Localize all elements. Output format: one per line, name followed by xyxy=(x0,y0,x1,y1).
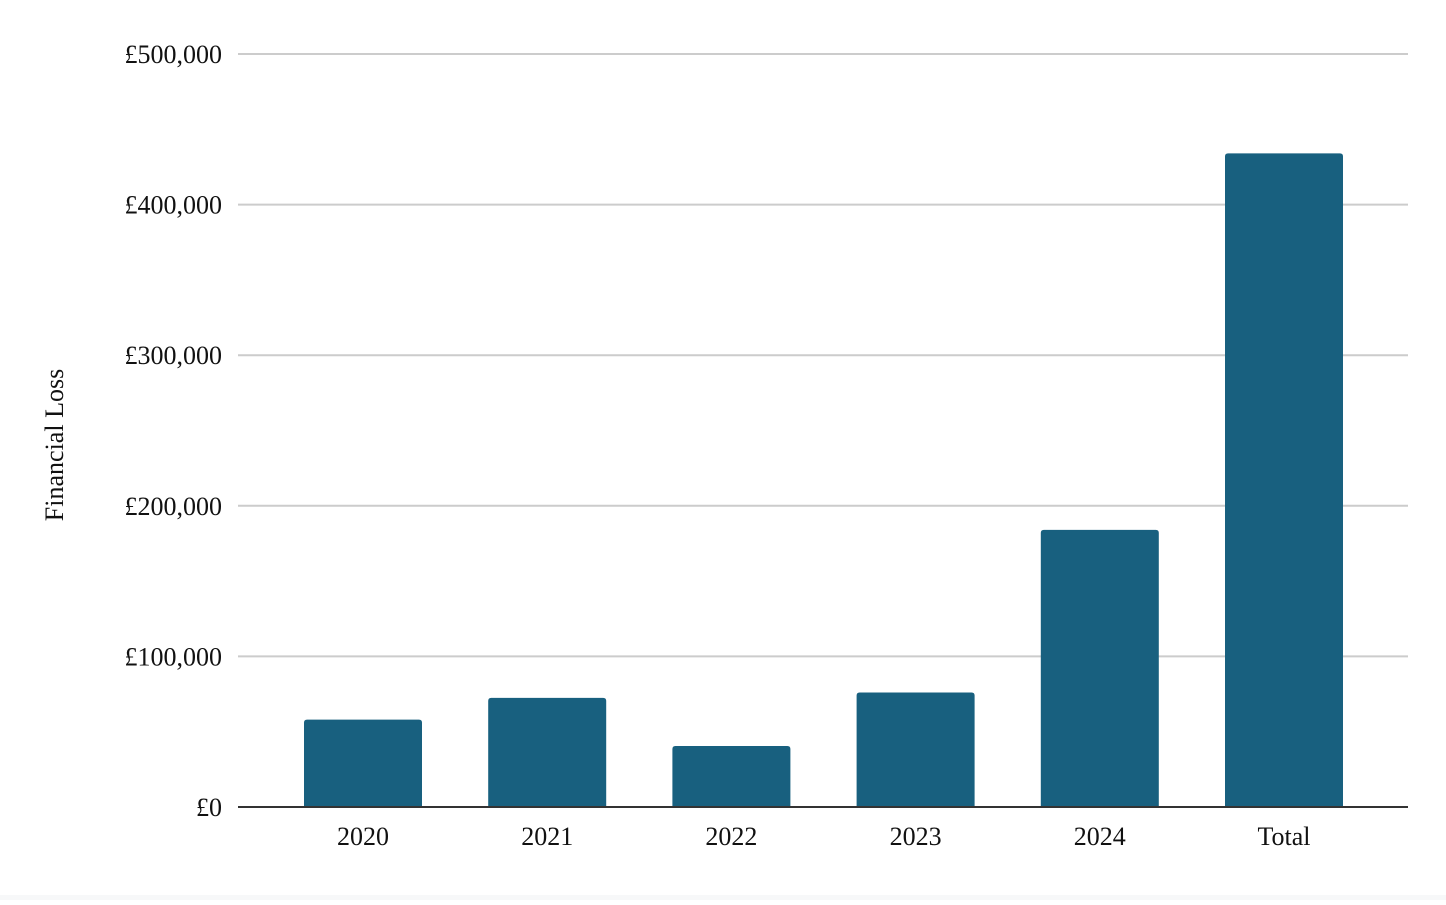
x-tick-label: 2024 xyxy=(1074,822,1126,851)
bar-2021[interactable] xyxy=(488,697,607,807)
x-tick-label: 2022 xyxy=(705,822,757,851)
bar-2023[interactable] xyxy=(856,692,975,807)
bar-2020[interactable] xyxy=(304,719,422,807)
y-axis-title: Financial Loss xyxy=(40,369,69,521)
bars xyxy=(304,153,1343,807)
x-tick-label: 2020 xyxy=(337,822,389,851)
y-axis-tick-labels: £0 £100,000 £200,000 £300,000 £400,000 £500,0… xyxy=(125,40,223,822)
x-tick-label: 2021 xyxy=(521,822,573,851)
x-axis-tick-labels: 2020 2021 2022 2023 2024 Total xyxy=(337,822,1311,851)
y-tick-label: £300,000 xyxy=(125,341,223,370)
bottom-strip xyxy=(0,895,1446,900)
bar-2024[interactable] xyxy=(1040,529,1159,807)
y-tick-label: £200,000 xyxy=(125,492,223,521)
x-tick-label: Total xyxy=(1257,822,1310,851)
x-tick-label: 2023 xyxy=(890,822,942,851)
y-tick-label: £100,000 xyxy=(125,642,223,671)
y-tick-label: £0 xyxy=(196,793,222,822)
bar-total[interactable] xyxy=(1225,153,1343,807)
y-tick-label: £400,000 xyxy=(125,191,223,220)
gridlines xyxy=(238,53,1408,658)
bar-2022[interactable] xyxy=(672,746,791,807)
y-tick-label: £500,000 xyxy=(125,40,223,69)
